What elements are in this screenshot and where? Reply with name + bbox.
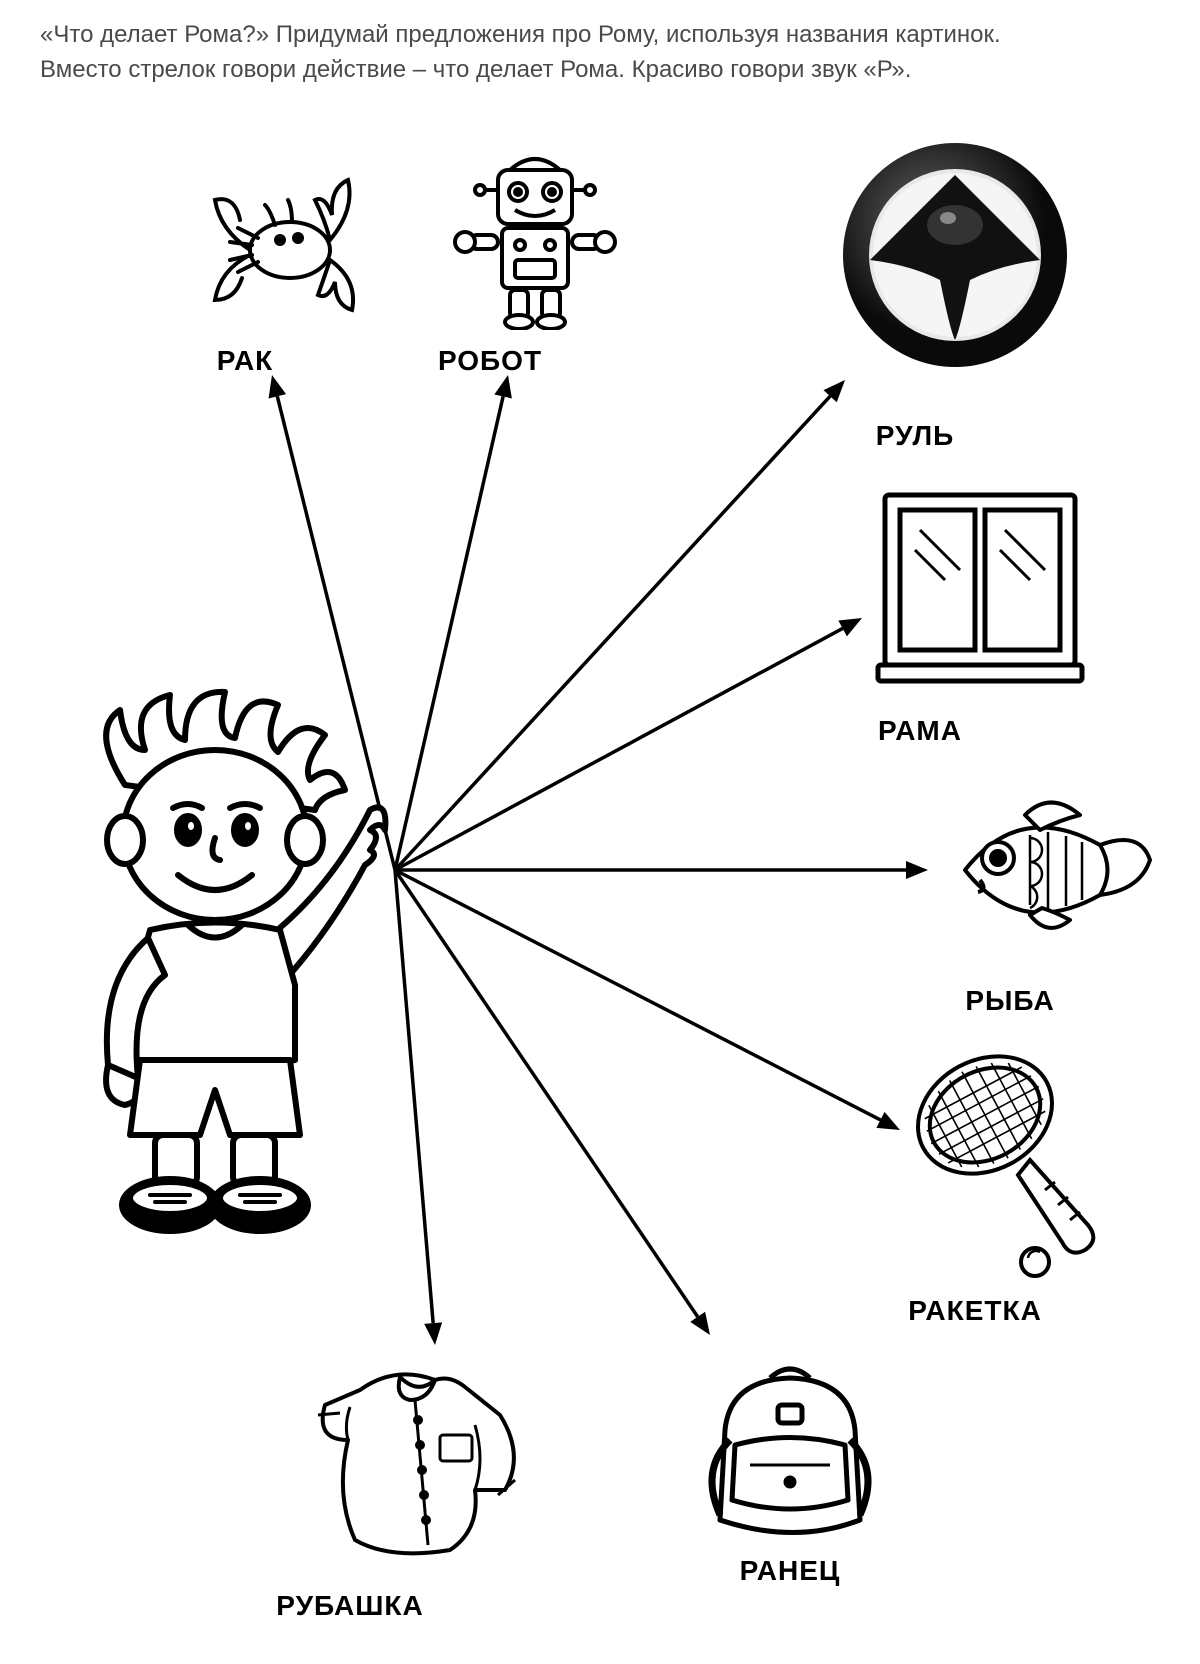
rul-icon <box>830 130 1080 385</box>
label-robot: РОБОТ <box>370 345 610 377</box>
instructions: «Что делает Рома?» Придумай предложения … <box>40 18 1160 88</box>
ryba-icon <box>930 760 1160 975</box>
label-raketka: РАКЕТКА <box>855 1295 1095 1327</box>
boy-figure <box>30 680 390 1245</box>
robot-icon <box>440 140 630 335</box>
ranets-icon <box>680 1350 900 1555</box>
rubashka-icon <box>300 1345 560 1585</box>
instr-line2: Вместо стрелок говори действие – что дел… <box>40 56 911 83</box>
rama-icon <box>870 480 1090 695</box>
instr-line1: «Что делает Рома?» Придумай предложения … <box>40 21 1001 48</box>
rak-icon <box>180 140 380 335</box>
label-ryba: РЫБА <box>890 985 1130 1017</box>
label-rubashka: РУБАШКА <box>230 1590 470 1622</box>
label-ranets: РАНЕЦ <box>670 1555 910 1587</box>
raketka-icon <box>890 1040 1150 1285</box>
label-rama: РАМА <box>800 715 1040 747</box>
label-rak: РАК <box>125 345 365 377</box>
label-rul: РУЛЬ <box>795 420 1035 452</box>
